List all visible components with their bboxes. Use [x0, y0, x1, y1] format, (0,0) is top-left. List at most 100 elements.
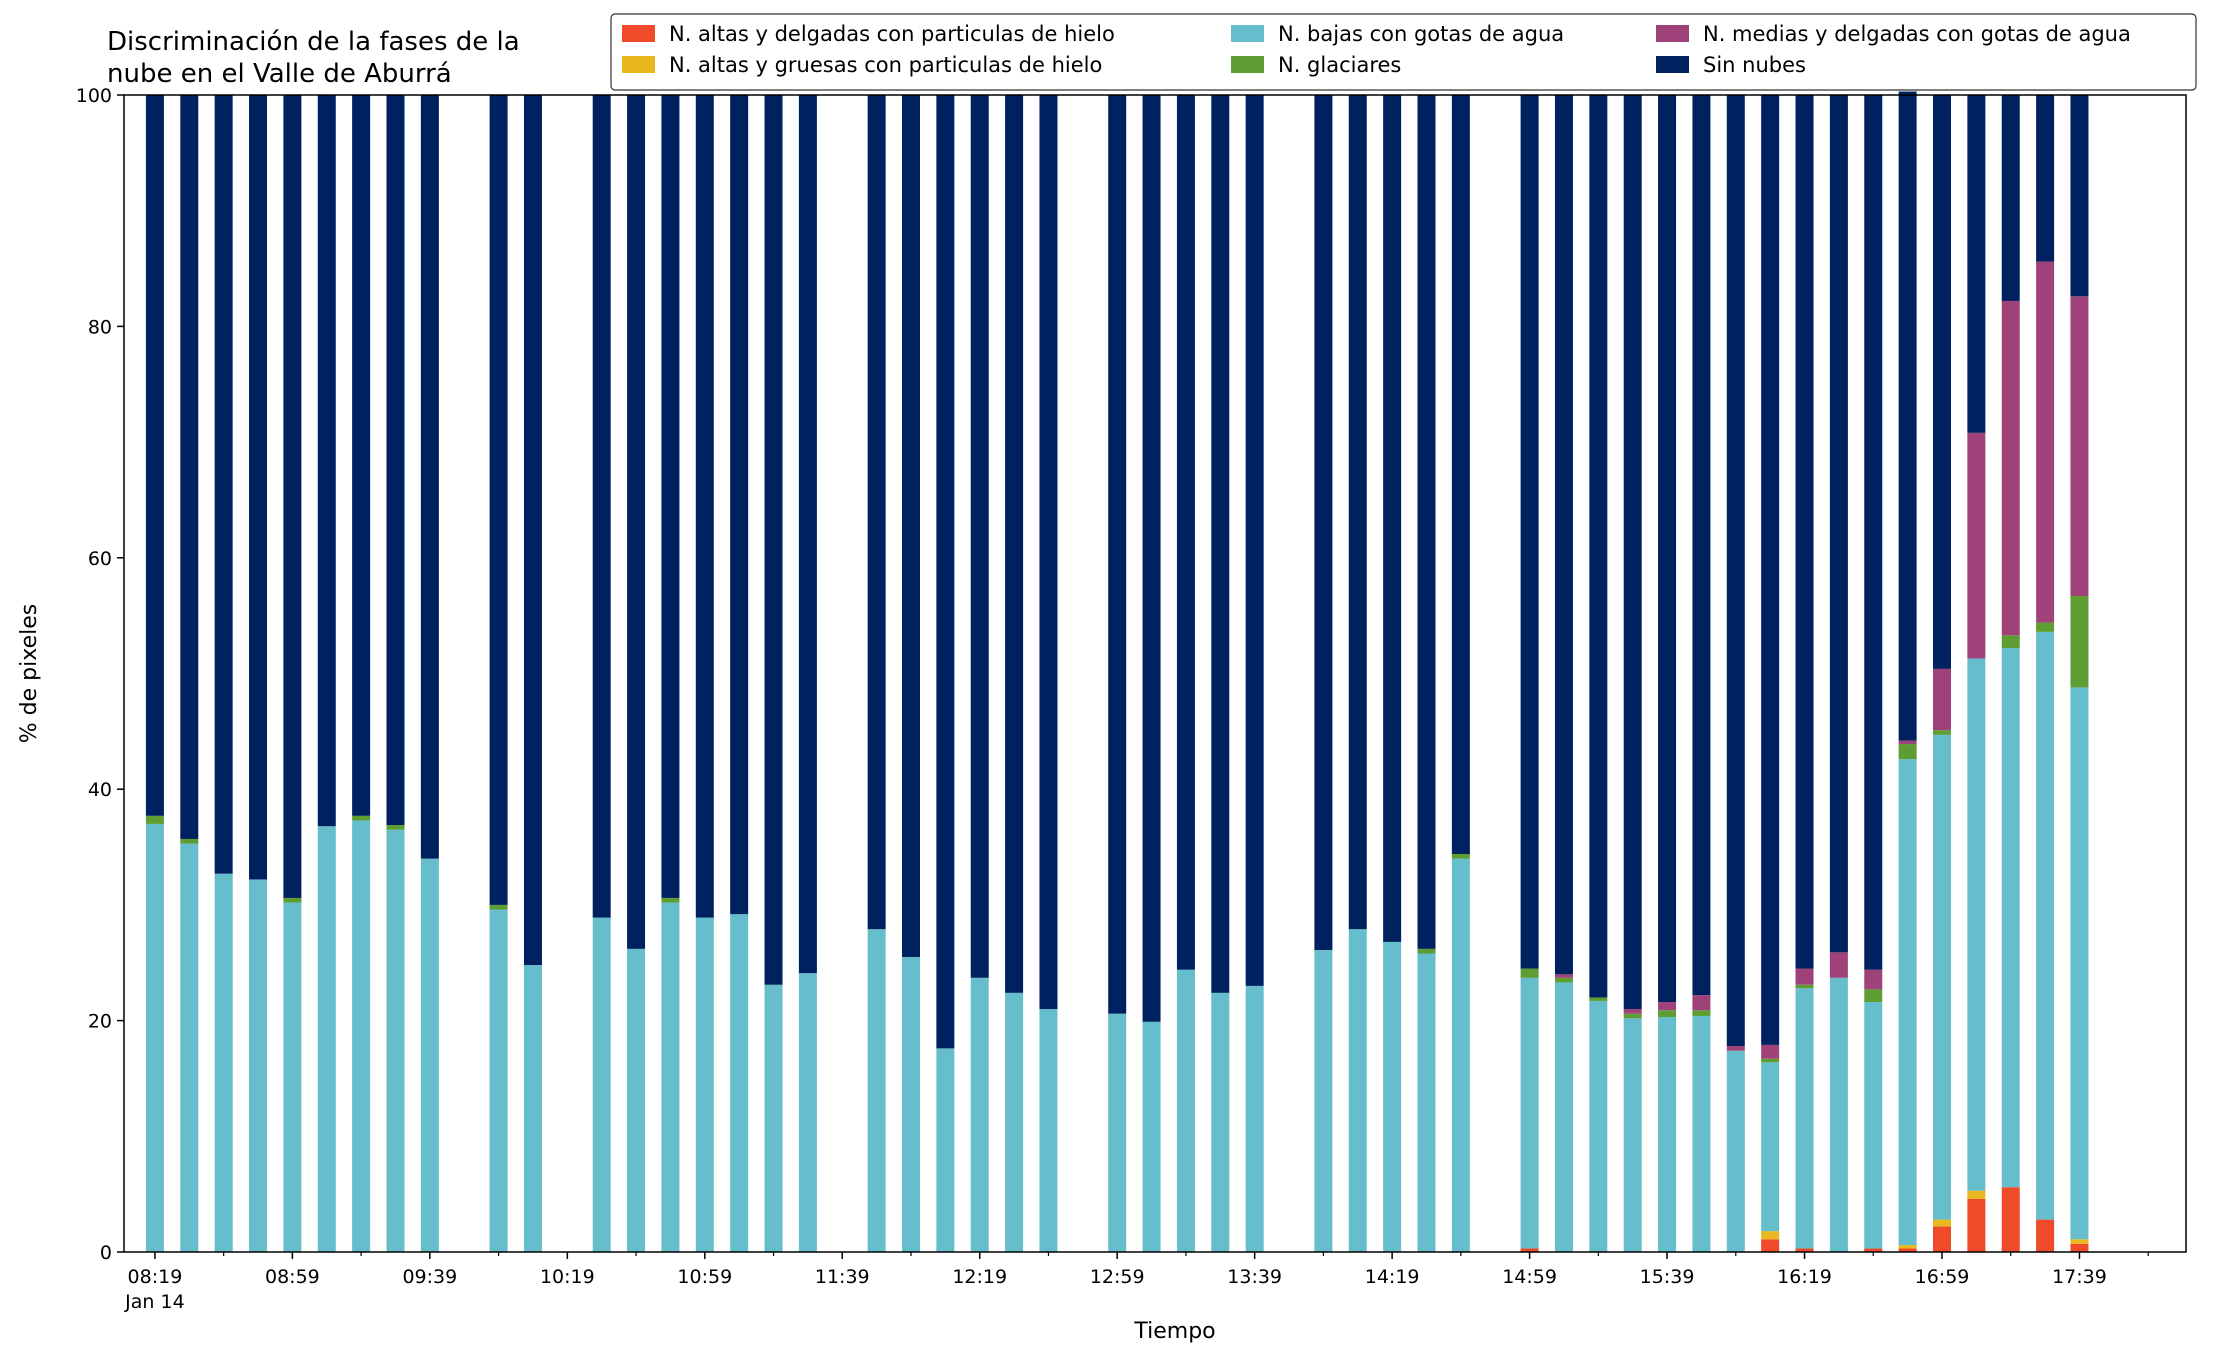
bar-segment — [2070, 595, 2089, 688]
bar-segment — [1932, 734, 1951, 1220]
bar-segment — [1520, 968, 1539, 978]
y-axis-label: % de pixeles — [17, 604, 42, 743]
bar-segment — [1795, 988, 1814, 1249]
bar-segment — [180, 95, 199, 839]
x-tick-label: 10:19 — [540, 1266, 595, 1288]
bar-segment — [661, 902, 680, 1252]
bar-segment — [283, 897, 302, 903]
bar-segment — [1245, 95, 1264, 986]
bar-segment — [1864, 989, 1883, 1003]
bar-segment — [1761, 1231, 1780, 1240]
bar-segment — [1795, 968, 1814, 985]
bar-segment — [214, 873, 233, 1252]
bar-segment — [1589, 1000, 1608, 1252]
bar-segment — [1314, 950, 1333, 1252]
bar-segment — [936, 95, 955, 1049]
bar-segment — [1142, 1021, 1161, 1252]
bar-segment — [352, 95, 371, 816]
legend-swatch — [622, 56, 655, 73]
bar-segment — [1211, 95, 1230, 993]
bar-segment — [2036, 95, 2055, 262]
bar-segment — [489, 904, 508, 910]
bar-segment — [1039, 1009, 1058, 1252]
bar-segment — [1520, 977, 1539, 1249]
bar-segment — [1005, 95, 1024, 993]
bar-segment — [1211, 992, 1230, 1252]
x-tick-label: 08:19 — [128, 1266, 183, 1288]
x-tick-label: 13:39 — [1227, 1266, 1282, 1288]
bar-segment — [1176, 95, 1195, 970]
bar-segment — [1692, 995, 1711, 1011]
bar-segment — [1451, 853, 1470, 859]
bar-segment — [798, 95, 817, 974]
bar-segment — [1795, 95, 1814, 969]
y-tick-label: 0 — [100, 1242, 112, 1264]
bar-segment — [661, 897, 680, 903]
bar-segment — [1829, 95, 1848, 953]
y-tick-label: 40 — [88, 779, 112, 801]
bar-segment — [489, 909, 508, 1252]
bar-segment — [352, 820, 371, 1252]
legend: N. altas y delgadas con particulas de hi… — [610, 13, 2197, 91]
bar-segment — [1692, 1015, 1711, 1252]
bar-segment — [2036, 622, 2055, 632]
bar-segment — [1658, 95, 1677, 1003]
legend-swatch — [622, 25, 655, 42]
bar-segment — [180, 843, 199, 1252]
x-tick-label: 11:39 — [815, 1266, 870, 1288]
bar-segment — [317, 95, 336, 827]
bar-segment — [317, 826, 336, 1252]
legend-box — [610, 13, 2197, 91]
bar-segment — [1658, 1010, 1677, 1018]
bar-segment — [249, 95, 268, 880]
legend-label: N. altas y gruesas con particulas de hie… — [669, 53, 1102, 77]
bar-segment — [523, 965, 542, 1252]
bar-segment — [1967, 1190, 1986, 1199]
bar-segment — [352, 815, 371, 821]
bar-segment — [798, 973, 817, 1252]
bar-segment — [1898, 91, 1917, 741]
bar-segment — [2001, 648, 2020, 1188]
bar-segment — [970, 95, 989, 978]
bar-segment — [1967, 95, 1986, 433]
legend-label: N. altas y delgadas con particulas de hi… — [669, 22, 1115, 46]
bar-segment — [1864, 1002, 1883, 1249]
bar-segment — [730, 95, 749, 915]
bar-segment — [867, 929, 886, 1252]
bar-segment — [764, 95, 783, 985]
x-axis-label: Tiempo — [1133, 1319, 1215, 1344]
bar-segment — [1829, 977, 1848, 1252]
bar-segment — [1623, 1009, 1642, 1014]
bar-segment — [2036, 1219, 2055, 1252]
bar-segment — [1658, 1002, 1677, 1011]
x-tick-label: 09:39 — [402, 1266, 457, 1288]
x-tick-label: 12:59 — [1090, 1266, 1145, 1288]
bar-segment — [1932, 730, 1951, 735]
bar-segment — [1932, 1219, 1951, 1227]
bar-segment — [1589, 997, 1608, 1001]
bar-segment — [145, 95, 164, 816]
bar-segment — [1726, 95, 1745, 1047]
bar-segment — [1967, 432, 1986, 659]
bar-segment — [1554, 977, 1573, 983]
bar-segment — [1761, 1239, 1780, 1252]
bar-segment — [730, 914, 749, 1252]
bar-segment — [1864, 969, 1883, 990]
bar-segment — [2001, 1187, 2020, 1252]
bar-segment — [1761, 1062, 1780, 1232]
bar-segment — [1623, 95, 1642, 1010]
bar-segment — [592, 917, 611, 1252]
bar-segment — [695, 95, 714, 918]
bar-segment — [1176, 969, 1195, 1252]
chart-title-line: Discriminación de la fases de la — [107, 27, 520, 57]
bar-segment — [1692, 1010, 1711, 1016]
legend-label: N. medias y delgadas con gotas de agua — [1703, 22, 2131, 46]
x-date-label: Jan 14 — [124, 1291, 185, 1313]
bar-segment — [1520, 1248, 1539, 1252]
chart-title-line: nube en el Valle de Aburrá — [107, 59, 452, 89]
bar-segment — [523, 95, 542, 966]
bar-segment — [1383, 941, 1402, 1252]
x-tick-label: 14:59 — [1502, 1266, 1557, 1288]
bar-segment — [180, 838, 199, 844]
